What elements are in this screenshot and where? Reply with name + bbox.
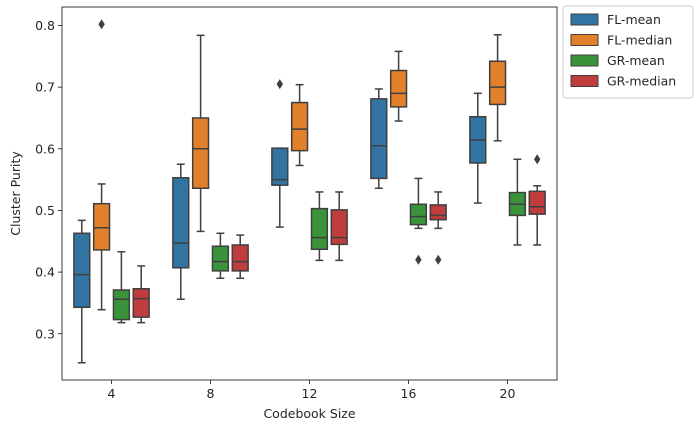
legend-swatch bbox=[570, 13, 599, 26]
y-tick-label: 0.3 bbox=[35, 326, 55, 341]
legend-label: GR-median bbox=[607, 74, 676, 89]
x-tick-label: 8 bbox=[207, 386, 215, 401]
box bbox=[92, 202, 111, 251]
plot-frame bbox=[61, 6, 558, 381]
box bbox=[330, 209, 348, 246]
legend-swatch bbox=[570, 34, 599, 46]
y-tick-label: 0.6 bbox=[35, 141, 55, 156]
legend-item: GR-mean bbox=[570, 53, 665, 68]
box bbox=[370, 98, 388, 180]
series-gr-mean bbox=[112, 158, 527, 324]
x-tick-label: 16 bbox=[401, 386, 417, 401]
x-tick-label: 4 bbox=[108, 386, 116, 401]
box bbox=[528, 190, 546, 215]
box bbox=[211, 245, 230, 272]
y-tick-label: 0.4 bbox=[35, 265, 55, 280]
box bbox=[310, 207, 329, 251]
box bbox=[271, 147, 289, 186]
plot-area bbox=[73, 19, 546, 364]
legend-label: FL-mean bbox=[607, 12, 661, 27]
box bbox=[429, 204, 447, 221]
x-axis-label: Codebook Size bbox=[263, 406, 355, 421]
legend-label: GR-mean bbox=[607, 53, 665, 68]
outlier-point bbox=[435, 254, 442, 265]
series-fl-median bbox=[92, 19, 507, 311]
legend: FL-mean FL-median GR-mean GR-median bbox=[562, 5, 694, 99]
series-fl-mean bbox=[73, 79, 487, 364]
legend-item: FL-mean bbox=[570, 12, 661, 27]
box bbox=[112, 289, 131, 321]
box bbox=[132, 288, 150, 318]
outlier-point bbox=[534, 154, 541, 165]
y-axis: 0.3 0.4 0.5 0.6 0.7 0.8 bbox=[35, 18, 62, 341]
box bbox=[488, 60, 507, 106]
outlier-point bbox=[98, 19, 105, 30]
legend-item: GR-median bbox=[570, 74, 676, 89]
box bbox=[231, 244, 249, 272]
y-axis-label: Cluster Purity bbox=[8, 151, 23, 236]
legend-item: FL-median bbox=[570, 33, 672, 48]
legend-swatch bbox=[570, 75, 599, 87]
box bbox=[191, 117, 210, 190]
x-tick-label: 20 bbox=[500, 386, 516, 401]
box bbox=[290, 101, 309, 152]
x-axis: 4 8 12 16 20 bbox=[108, 380, 516, 401]
outlier-point bbox=[276, 79, 283, 90]
box bbox=[172, 177, 190, 269]
y-tick-label: 0.7 bbox=[35, 80, 55, 95]
legend-label: FL-median bbox=[607, 33, 672, 48]
y-tick-label: 0.5 bbox=[35, 203, 55, 218]
box bbox=[73, 232, 91, 308]
box bbox=[389, 69, 408, 108]
legend-swatch bbox=[570, 54, 599, 67]
series-gr-median bbox=[132, 154, 546, 324]
y-tick-label: 0.8 bbox=[35, 18, 55, 33]
box bbox=[409, 203, 428, 226]
x-tick-label: 12 bbox=[302, 386, 318, 401]
outlier-point bbox=[415, 254, 422, 265]
